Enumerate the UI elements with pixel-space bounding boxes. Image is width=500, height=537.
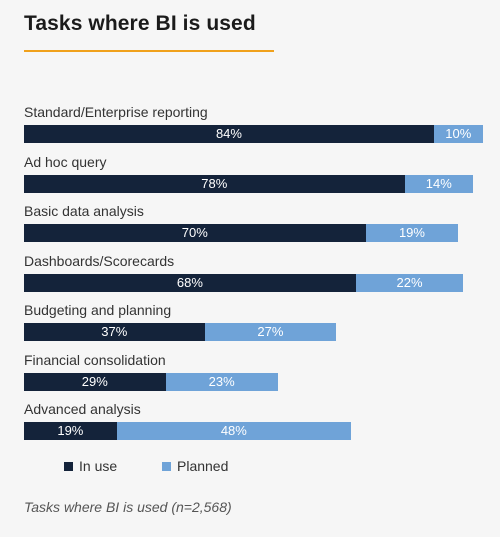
bar-in-use-basic-data-analysis <box>24 224 366 242</box>
data-label-planned-ad-hoc-query: 14% <box>425 175 452 191</box>
data-label-planned-financial-consolidation: 23% <box>208 373 235 389</box>
data-label-planned-dashboards-scorecards: 22% <box>396 274 423 290</box>
data-label-planned-advanced-analysis: 48% <box>220 423 247 438</box>
data-label-in-use-dashboards-scorecards: 68% <box>176 274 203 290</box>
data-label-in-use-advanced-analysis: 19% <box>57 423 84 438</box>
bar-planned-advanced-analysis <box>116 422 351 440</box>
category-label-financial-consolidation: Financial consolidation <box>24 351 166 368</box>
category-label-dashboards-scorecards: Dashboards/Scorecards <box>24 252 175 269</box>
data-label-in-use-budgeting-and-planning: 37% <box>101 324 128 339</box>
title-underline <box>24 50 274 52</box>
bar-planned-basic-data-analysis <box>365 224 459 242</box>
legend-swatch-in-use <box>64 462 73 471</box>
bar-planned-standard-enterprise-reporting <box>433 125 483 143</box>
bar-in-use-dashboards-scorecards <box>24 273 356 292</box>
data-label-in-use-ad-hoc-query: 78% <box>201 175 228 191</box>
data-label-planned-budgeting-and-planning: 27% <box>257 324 284 339</box>
data-label-planned-standard-enterprise-reporting: 10% <box>445 126 472 141</box>
legend-swatch-planned <box>162 462 171 471</box>
bar-planned-financial-consolidation <box>165 372 278 391</box>
data-label-in-use-basic-data-analysis: 70% <box>181 225 208 240</box>
data-label-planned-basic-data-analysis: 19% <box>398 225 425 240</box>
bar-in-use-advanced-analysis <box>24 422 117 440</box>
chart-caption: Tasks where BI is used (n=2,568) <box>24 499 232 515</box>
stacked-bar-chart: Standard/Enterprise reporting 84% 10% Ad ho… <box>0 100 500 445</box>
data-label-in-use-standard-enterprise-reporting: 84% <box>215 126 242 141</box>
legend-label-in-use: In use <box>79 458 118 474</box>
category-label-advanced-analysis: Advanced analysis <box>24 401 141 417</box>
category-label-basic-data-analysis: Basic data analysis <box>24 203 144 219</box>
bar-in-use-standard-enterprise-reporting <box>24 125 434 143</box>
category-label-ad-hoc-query: Ad hoc query <box>24 153 107 170</box>
bar-planned-budgeting-and-planning <box>204 323 337 341</box>
data-label-in-use-financial-consolidation: 29% <box>81 373 108 389</box>
chart-title: Tasks where BI is used <box>24 12 256 35</box>
bar-in-use-ad-hoc-query <box>24 174 405 193</box>
bar-planned-ad-hoc-query <box>404 174 473 193</box>
bar-in-use-financial-consolidation <box>24 372 166 391</box>
legend-label-planned: Planned <box>177 458 229 474</box>
category-label-budgeting-and-planning: Budgeting and planning <box>24 302 172 318</box>
category-label-standard-enterprise-reporting: Standard/Enterprise reporting <box>24 104 208 120</box>
bar-in-use-budgeting-and-planning <box>24 323 205 341</box>
bar-planned-dashboards-scorecards <box>355 273 464 292</box>
